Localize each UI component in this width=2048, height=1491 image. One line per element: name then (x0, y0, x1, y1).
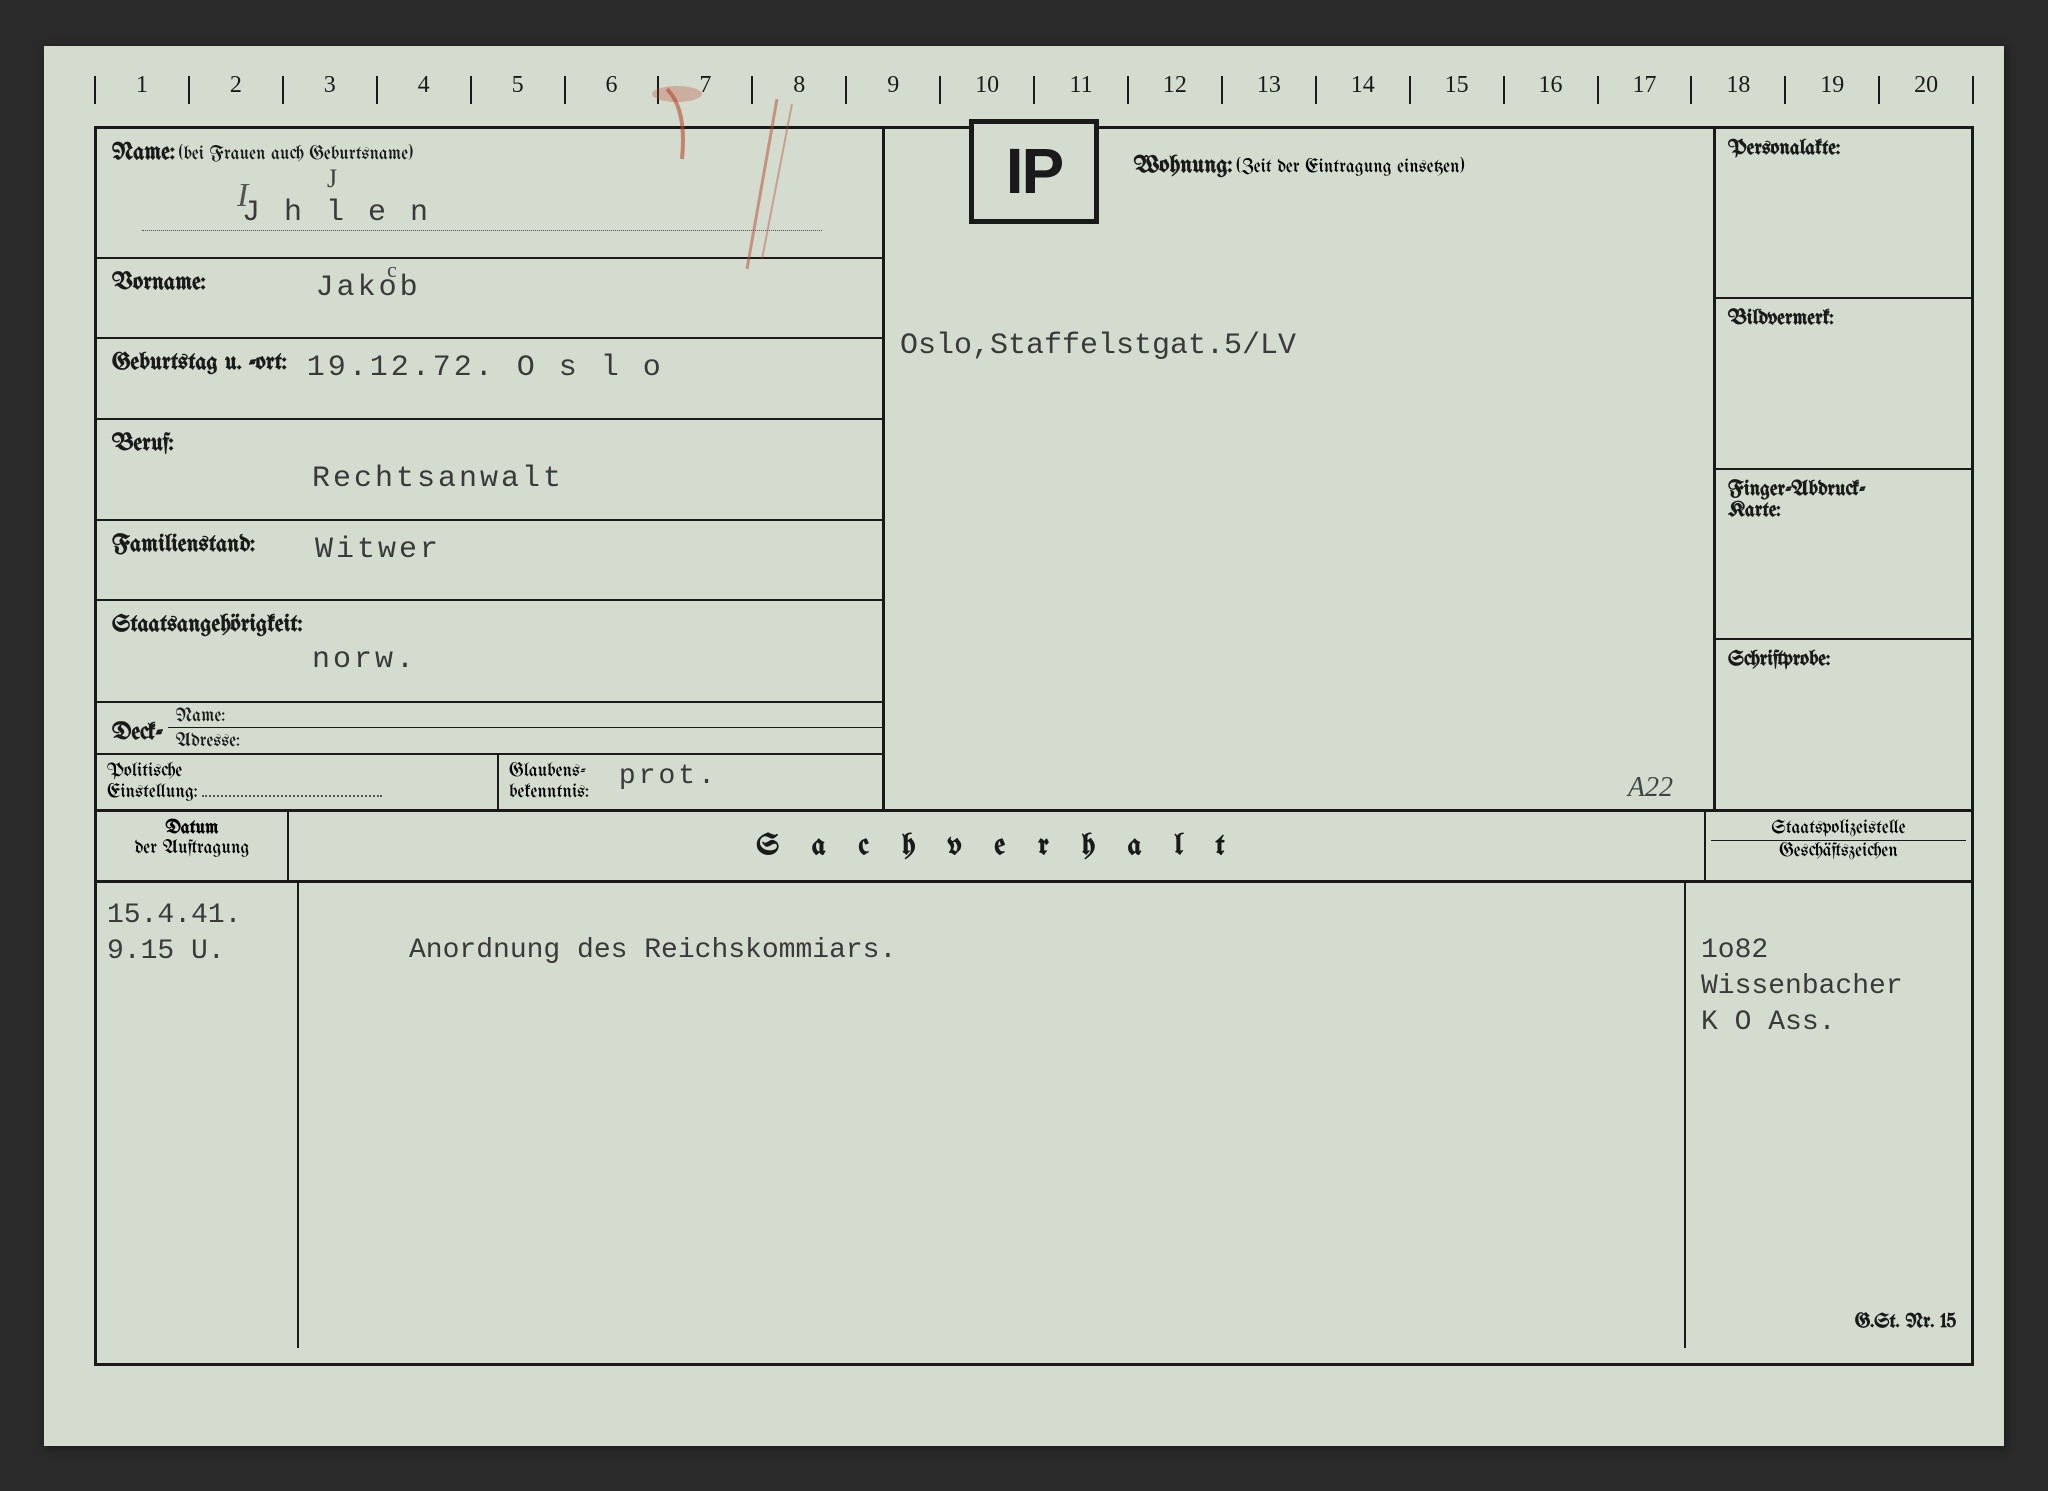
wohnung-sublabel: (Zeit der Eintragung einsetzen) (1236, 157, 1464, 177)
geburtstag-label: Geburtstag u. -ort: (112, 351, 287, 376)
sachverhalt-title: S a c h v e r h a l t (756, 830, 1236, 862)
staatsang-value: norw. (312, 643, 417, 677)
entry-time: 9.15 U. (107, 934, 287, 970)
handwritten-correction-i: I (237, 177, 248, 215)
deck-label: Deck- (112, 721, 163, 746)
einstellung-label: Einstellung: (107, 782, 198, 802)
handwritten-correction-c: c (387, 257, 397, 283)
name-sublabel: (bei Frauen auch Geburtsname) (179, 144, 413, 164)
datum-label: Datum (102, 818, 282, 839)
vorname-field: Vorname: c Jakob (97, 259, 882, 339)
ruler-tick-7: 7 (699, 72, 711, 99)
name-field: Name: (bei Frauen auch Geburtsname) I J … (97, 129, 882, 259)
form-number: G.St. Nr. 15 (1855, 1312, 1956, 1333)
schriftprobe-label: Schriftprobe: (1728, 650, 1830, 671)
ruler-tick-9: 9 (887, 72, 899, 99)
deck-field: Deck- Name: Adresse: (97, 703, 882, 755)
ruler-tick-10: 10 (975, 72, 999, 99)
ruler-tick-4: 4 (418, 72, 430, 99)
ruler-tick-8: 8 (793, 72, 805, 99)
handwritten-a22: A22 (1628, 772, 1673, 804)
ruler-tick-11: 11 (1069, 72, 1092, 99)
fingerabdruck-label: Finger-Abdruck- (1728, 480, 1959, 501)
ruler-tick-20: 20 (1914, 72, 1938, 99)
fingerabdruck-box: Finger-Abdruck- Karte: (1716, 470, 1971, 641)
ruler-tick-2: 2 (230, 72, 242, 99)
main-frame: IP Name: (bei Frauen auch Geburtsname) I… (94, 126, 1974, 1366)
wohnung-label: Wohnung: (1134, 154, 1233, 179)
upper-section: Name: (bei Frauen auch Geburtsname) I J … (97, 129, 1971, 812)
politische-label: Politische (107, 761, 487, 782)
name-value: J h l e n (242, 196, 431, 230)
staatsang-label: Staatsangehörigkeit: (112, 613, 302, 638)
vorname-label: Vorname: (112, 271, 206, 296)
geburtstag-value: 19.12.72. O s l o (307, 351, 664, 385)
sachverhalt-text: Anordnung des Reichskommiars. (409, 933, 1654, 969)
ruler-tick-3: 3 (324, 72, 336, 99)
name-label: Name: (112, 141, 175, 166)
familienstand-label: Familienstand: (112, 533, 255, 558)
staatsang-field: Staatsangehörigkeit: norw. (97, 601, 882, 702)
beruf-field: Beruf: Rechtsanwalt (97, 420, 882, 521)
ruler-tick-5: 5 (512, 72, 524, 99)
deck-name-label: Name: (176, 706, 226, 726)
ruler-tick-17: 17 (1632, 72, 1656, 99)
bildvermerk-label: Bildvermerk: (1728, 309, 1834, 330)
index-card: 1 2 3 4 5 6 7 8 9 10 11 12 13 14 15 16 1… (44, 46, 2004, 1446)
personalakte-label: Personalakte: (1728, 139, 1840, 160)
vorname-value: Jakob (316, 271, 421, 305)
geburtstag-field: Geburtstag u. -ort: 19.12.72. O s l o (97, 339, 882, 419)
karte-label: Karte: (1728, 501, 1959, 522)
lower-header: Datum der Auftragung S a c h v e r h a l… (97, 812, 1971, 883)
beruf-label: Beruf: (112, 432, 174, 457)
personalakte-box: Personalakte: (1716, 129, 1971, 300)
glaubens-label: Glaubens- (509, 761, 589, 782)
staatspolizei-label: Staatspolizeistelle (1711, 818, 1966, 842)
ruler-tick-18: 18 (1726, 72, 1750, 99)
handwritten-correction-j: J (327, 164, 337, 194)
lower-body: 15.4.41. 9.15 U. Anordnung des Reichskom… (97, 883, 1971, 1348)
ruler-tick-6: 6 (605, 72, 617, 99)
ruler-tick-15: 15 (1445, 72, 1469, 99)
entry-date: 15.4.41. (107, 898, 287, 934)
deck-adresse-label: Adresse: (176, 731, 240, 751)
officer-rank: K O Ass. (1701, 1005, 1956, 1041)
auftragung-label: der Auftragung (102, 838, 282, 859)
ip-stamp-box: IP (969, 119, 1099, 224)
familienstand-field: Familienstand: Witwer (97, 521, 882, 601)
bildvermerk-box: Bildvermerk: (1716, 299, 1971, 470)
schriftprobe-box: Schriftprobe: (1716, 640, 1971, 809)
right-column: Personalakte: Bildvermerk: Finger-Abdruc… (1716, 129, 1971, 809)
geschaftszeichen-label: Geschäftszeichen (1711, 841, 1966, 862)
ruler-tick-16: 16 (1539, 72, 1563, 99)
case-number: 1o82 (1701, 933, 1956, 969)
ruler-tick-13: 13 (1257, 72, 1281, 99)
wohnung-value: Oslo,Staffelstgat.5/LV (900, 329, 1698, 363)
left-column: Name: (bei Frauen auch Geburtsname) I J … (97, 129, 885, 809)
politics-row: Politische Einstellung: Glaubens- bekenn… (97, 755, 882, 809)
bekenntnis-label: bekenntnis: (509, 782, 589, 802)
glaubens-value: prot. (619, 761, 718, 803)
familienstand-value: Witwer (315, 533, 441, 567)
beruf-value: Rechtsanwalt (312, 462, 564, 496)
ruler-tick-1: 1 (136, 72, 148, 99)
ruler-tick-14: 14 (1351, 72, 1375, 99)
ip-stamp-text: IP (1006, 134, 1062, 208)
wohnung-column: Wohnung: (Zeit der Eintragung einsetzen)… (885, 129, 1716, 809)
officer-name: Wissenbacher (1701, 969, 1956, 1005)
ruler-tick-19: 19 (1820, 72, 1844, 99)
ruler-tick-12: 12 (1163, 72, 1187, 99)
